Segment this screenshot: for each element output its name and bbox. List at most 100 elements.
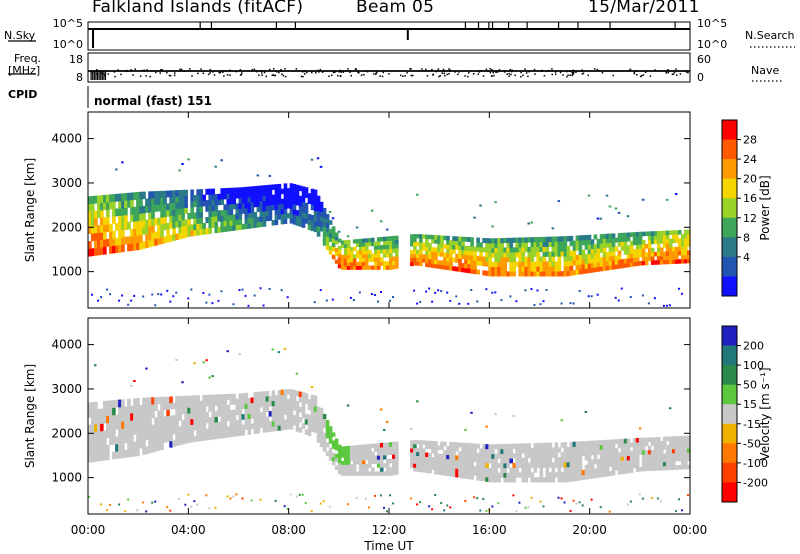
velocity-cell: [232, 393, 237, 400]
velocity-cell: [97, 431, 101, 440]
power-cell: [190, 201, 194, 208]
power-cell: [295, 220, 300, 226]
power-cell: [322, 221, 327, 228]
velocity-cell: [118, 436, 122, 444]
velocity-cell: [193, 435, 197, 442]
power-cell: [178, 232, 182, 240]
velocity-cell: [524, 477, 529, 483]
velocity-colorbar-label: -15: [743, 418, 761, 431]
velocity-cell: [355, 460, 360, 465]
power-cell: [560, 271, 565, 277]
velocity-cell: [256, 396, 261, 403]
power-cell: [118, 230, 122, 238]
velocity-cell: [569, 466, 574, 472]
velocity-cell: [599, 449, 604, 455]
nave-dot: [511, 69, 513, 72]
power-cell: [434, 263, 438, 269]
velocity-cell: [340, 468, 345, 473]
nave-dot: [272, 74, 274, 76]
velocity-speckle: [410, 497, 413, 500]
power-cell: [217, 215, 222, 222]
velocity-colorbar-segment: [722, 482, 737, 503]
velocity-cell: [349, 471, 354, 476]
velocity-cell: [497, 463, 501, 469]
velocity-cell: [334, 457, 339, 463]
power-cell: [265, 210, 270, 217]
velocity-cell: [220, 432, 225, 439]
power-cell: [629, 253, 634, 259]
power-cell: [283, 188, 288, 194]
velocity-cell: [337, 466, 342, 471]
power-cell: [187, 224, 191, 231]
nave-dot: [319, 68, 322, 71]
velocity-cell: [563, 447, 568, 453]
power-cell: [262, 185, 267, 191]
power-cell: [443, 252, 447, 258]
power-cell: [256, 196, 261, 202]
velocity-cell: [539, 447, 544, 454]
power-cell: [518, 261, 523, 267]
velocity-cell: [683, 464, 688, 470]
nave-dot: [582, 72, 585, 74]
velocity-cell: [283, 404, 288, 410]
power-cell: [124, 193, 128, 201]
power-cell: [238, 218, 243, 225]
power-cell: [112, 208, 116, 217]
nave-dot: [554, 71, 557, 73]
power-cell: [521, 256, 526, 262]
nave-dot: [145, 75, 147, 77]
power-cell: [608, 242, 613, 248]
power-cell: [235, 224, 240, 231]
power-cell: [250, 207, 255, 213]
velocity-cell: [467, 443, 471, 448]
velocity-cell: [160, 436, 164, 444]
power-cell: [211, 188, 216, 195]
power-cell: [136, 206, 140, 215]
velocity-cell: [557, 457, 562, 463]
power-cell: [437, 251, 441, 257]
power-cell: [614, 259, 619, 265]
velocity-cell: [319, 441, 324, 448]
nave-dot: [254, 70, 257, 72]
velocity-cell: [449, 463, 453, 469]
velocity-cell: [503, 443, 507, 450]
power-cell: [503, 247, 507, 253]
velocity-cell: [232, 398, 237, 405]
velocity-cell: [277, 415, 282, 421]
nave-dot: [268, 68, 271, 71]
velocity-cell: [307, 399, 312, 405]
power-cell: [277, 183, 282, 190]
power-speckle: [440, 290, 443, 293]
power-cell: [193, 195, 197, 202]
velocity-cell: [536, 447, 541, 454]
power-cell: [109, 245, 113, 254]
velocity-cell: [476, 457, 480, 463]
velocity-cell: [668, 461, 673, 466]
velocity-cell: [187, 395, 191, 402]
power-cell: [524, 261, 529, 267]
velocity-cell: [355, 445, 360, 450]
power-cell: [455, 253, 459, 259]
velocity-cell: [446, 450, 450, 455]
velocity-cell: [172, 415, 176, 422]
power-cell: [193, 212, 197, 219]
power-cell: [370, 265, 375, 270]
velocity-cell: [355, 452, 360, 457]
power-cell: [292, 199, 297, 205]
velocity-cell: [623, 443, 628, 448]
power-cell: [587, 244, 592, 250]
nave-dot: [339, 69, 342, 72]
nave-dot: [363, 73, 365, 76]
power-cell: [677, 250, 682, 256]
power-cell: [214, 227, 219, 234]
velocity-cell: [515, 462, 520, 469]
velocity-cell: [539, 462, 544, 468]
velocity-cell: [304, 429, 309, 435]
power-cell: [665, 255, 670, 261]
power-cell: [289, 213, 294, 219]
velocity-cell: [184, 395, 188, 403]
velocity-cell: [289, 424, 294, 430]
velocity-speckle: [214, 506, 217, 509]
velocity-cell: [112, 407, 116, 416]
power-cell: [608, 233, 613, 239]
